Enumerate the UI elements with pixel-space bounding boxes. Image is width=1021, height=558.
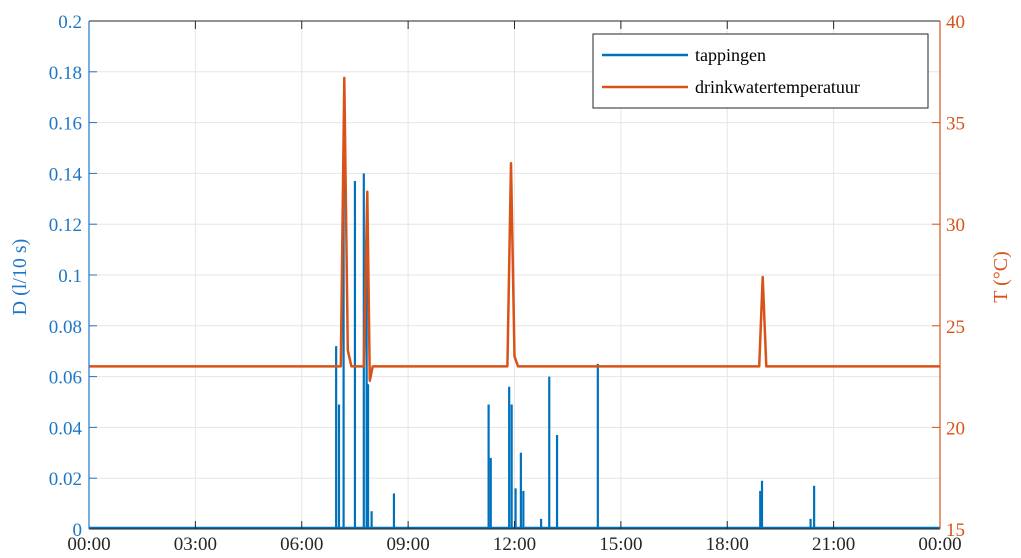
y-right-tick-label: 30 bbox=[946, 215, 965, 236]
legend-label-drinkwatertemperatuur: drinkwatertemperatuur bbox=[695, 77, 860, 97]
x-tick-label: 12:00 bbox=[493, 534, 536, 555]
x-tick-label: 06:00 bbox=[280, 534, 323, 555]
y-axis-left-title: D (l/10 s) bbox=[9, 239, 31, 316]
x-tick-label: 18:00 bbox=[706, 534, 749, 555]
y-left-tick-label: 0 bbox=[73, 520, 83, 541]
y-right-tick-label: 20 bbox=[946, 418, 965, 439]
y-left-tick-label: 0.04 bbox=[49, 418, 83, 439]
x-tick-label: 09:00 bbox=[386, 534, 429, 555]
y-left-tick-label: 0.18 bbox=[49, 63, 82, 84]
y-left-tick-label: 0.06 bbox=[49, 368, 82, 389]
x-tick-label: 15:00 bbox=[599, 534, 642, 555]
y-right-tick-label: 35 bbox=[946, 114, 965, 135]
drinkwatertemperatuur-line bbox=[89, 76, 940, 382]
y-left-tick-label: 0.02 bbox=[49, 469, 82, 490]
y-left-tick-label: 0.14 bbox=[49, 164, 83, 185]
plot-area bbox=[89, 76, 940, 530]
x-tick-label: 03:00 bbox=[174, 534, 217, 555]
x-tick-label: 00:00 bbox=[918, 534, 961, 555]
y-right-tick-label: 15 bbox=[946, 520, 965, 541]
y-left-tick-label: 0.08 bbox=[49, 317, 82, 338]
legend: tappingen drinkwatertemperatuur bbox=[592, 33, 929, 109]
y-left-tick-label: 0.16 bbox=[49, 114, 82, 135]
y-left-tick-label: 0.2 bbox=[58, 12, 82, 33]
x-tick-label: 00:00 bbox=[67, 534, 110, 555]
legend-box bbox=[592, 33, 929, 109]
y-right-tick-label: 40 bbox=[946, 12, 965, 33]
y-left-tick-label: 0.1 bbox=[58, 266, 82, 287]
y-axis-right-title: T (°C) bbox=[990, 251, 1012, 303]
y-left-tick-label: 0.12 bbox=[49, 215, 82, 236]
y-right-tick-label: 25 bbox=[946, 317, 965, 338]
legend-label-tappingen: tappingen bbox=[695, 45, 766, 65]
tick-labels: 00:00 03:00 06:00 09:00 12:00 15:00 18:00 21:00… bbox=[49, 12, 965, 555]
x-tick-label: 21:00 bbox=[812, 534, 855, 555]
axes bbox=[88, 20, 941, 530]
